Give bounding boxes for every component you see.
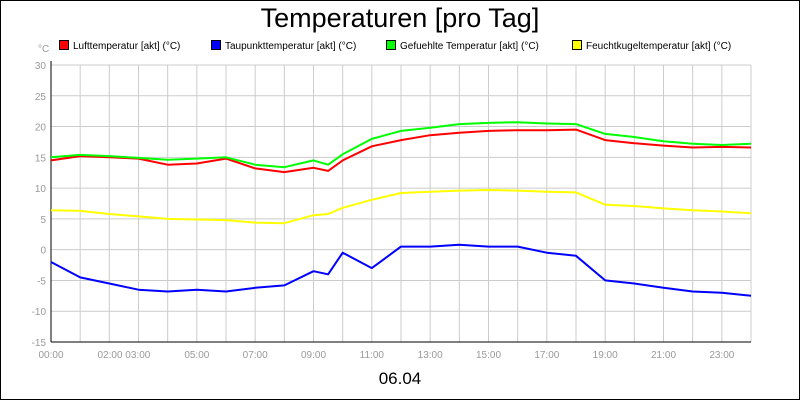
y-tick-label: 5 (40, 215, 46, 226)
legend-label-lufttemperatur: Lufttemperatur [akt] (°C) (73, 41, 181, 52)
x-tick-label: 23:00 (709, 350, 734, 361)
legend-item-taupunkttemperatur: Taupunkttemperatur [akt] (°C) (211, 40, 356, 52)
y-tick-label: 0 (40, 246, 46, 257)
lufttemperatur-line (50, 128, 752, 174)
gefuehlte-temperatur-line (50, 121, 752, 169)
legend-swatch-green (386, 40, 396, 50)
legend-swatch-blue (211, 40, 221, 50)
y-tick-label: -5 (37, 276, 46, 287)
legend-label-feuchtkugeltemperatur: Feuchtkugeltemperatur [akt] (°C) (586, 41, 732, 52)
legend-swatch-yellow (572, 40, 582, 50)
x-tick-label: 09:00 (301, 350, 326, 361)
y-tick-label: 30 (35, 61, 47, 72)
legend-item-lufttemperatur: Lufttemperatur [akt] (°C) (59, 40, 180, 52)
legend-swatch-red (59, 40, 69, 50)
chart-title: Temperaturen [pro Tag] (260, 3, 540, 33)
x-tick-label: 17:00 (534, 350, 559, 361)
x-tick-label: 13:00 (418, 350, 443, 361)
x-tick-label: 07:00 (243, 350, 268, 361)
x-tick-label: 02:00 03:00 (98, 350, 151, 361)
y-tick-label: -15 (32, 338, 47, 349)
x-tick-label: 11:00 (360, 350, 385, 361)
x-tick-label: 19:00 (593, 350, 618, 361)
x-tick-label: 15:00 (476, 350, 501, 361)
legend-item-feuchtkugeltemperatur: Feuchtkugeltemperatur [akt] (°C) (572, 40, 731, 52)
legend-item-gefuehlte-temperatur: Gefuehlte Temperatur [akt] (°C) (386, 40, 539, 52)
y-tick-label: 20 (35, 123, 47, 134)
x-tick-label: 21:00 (651, 350, 676, 361)
y-axis-unit-label: °C (38, 44, 49, 55)
legend-label-taupunkttemperatur: Taupunkttemperatur [akt] (°C) (225, 41, 357, 52)
feuchtkugeltemperatur-line (50, 189, 752, 225)
taupunkttemperatur-line (50, 243, 752, 297)
legend-label-gefuehlte-temperatur: Gefuehlte Temperatur [akt] (°C) (400, 41, 539, 52)
y-tick-label: -10 (32, 307, 47, 318)
y-tick-label: 15 (35, 153, 47, 164)
y-tick-label: 10 (35, 184, 47, 195)
x-tick-label: 00:00 (38, 350, 63, 361)
x-tick-label: 05:00 (184, 350, 209, 361)
y-tick-label: 25 (35, 92, 47, 103)
date-label: 06.04 (378, 369, 422, 388)
